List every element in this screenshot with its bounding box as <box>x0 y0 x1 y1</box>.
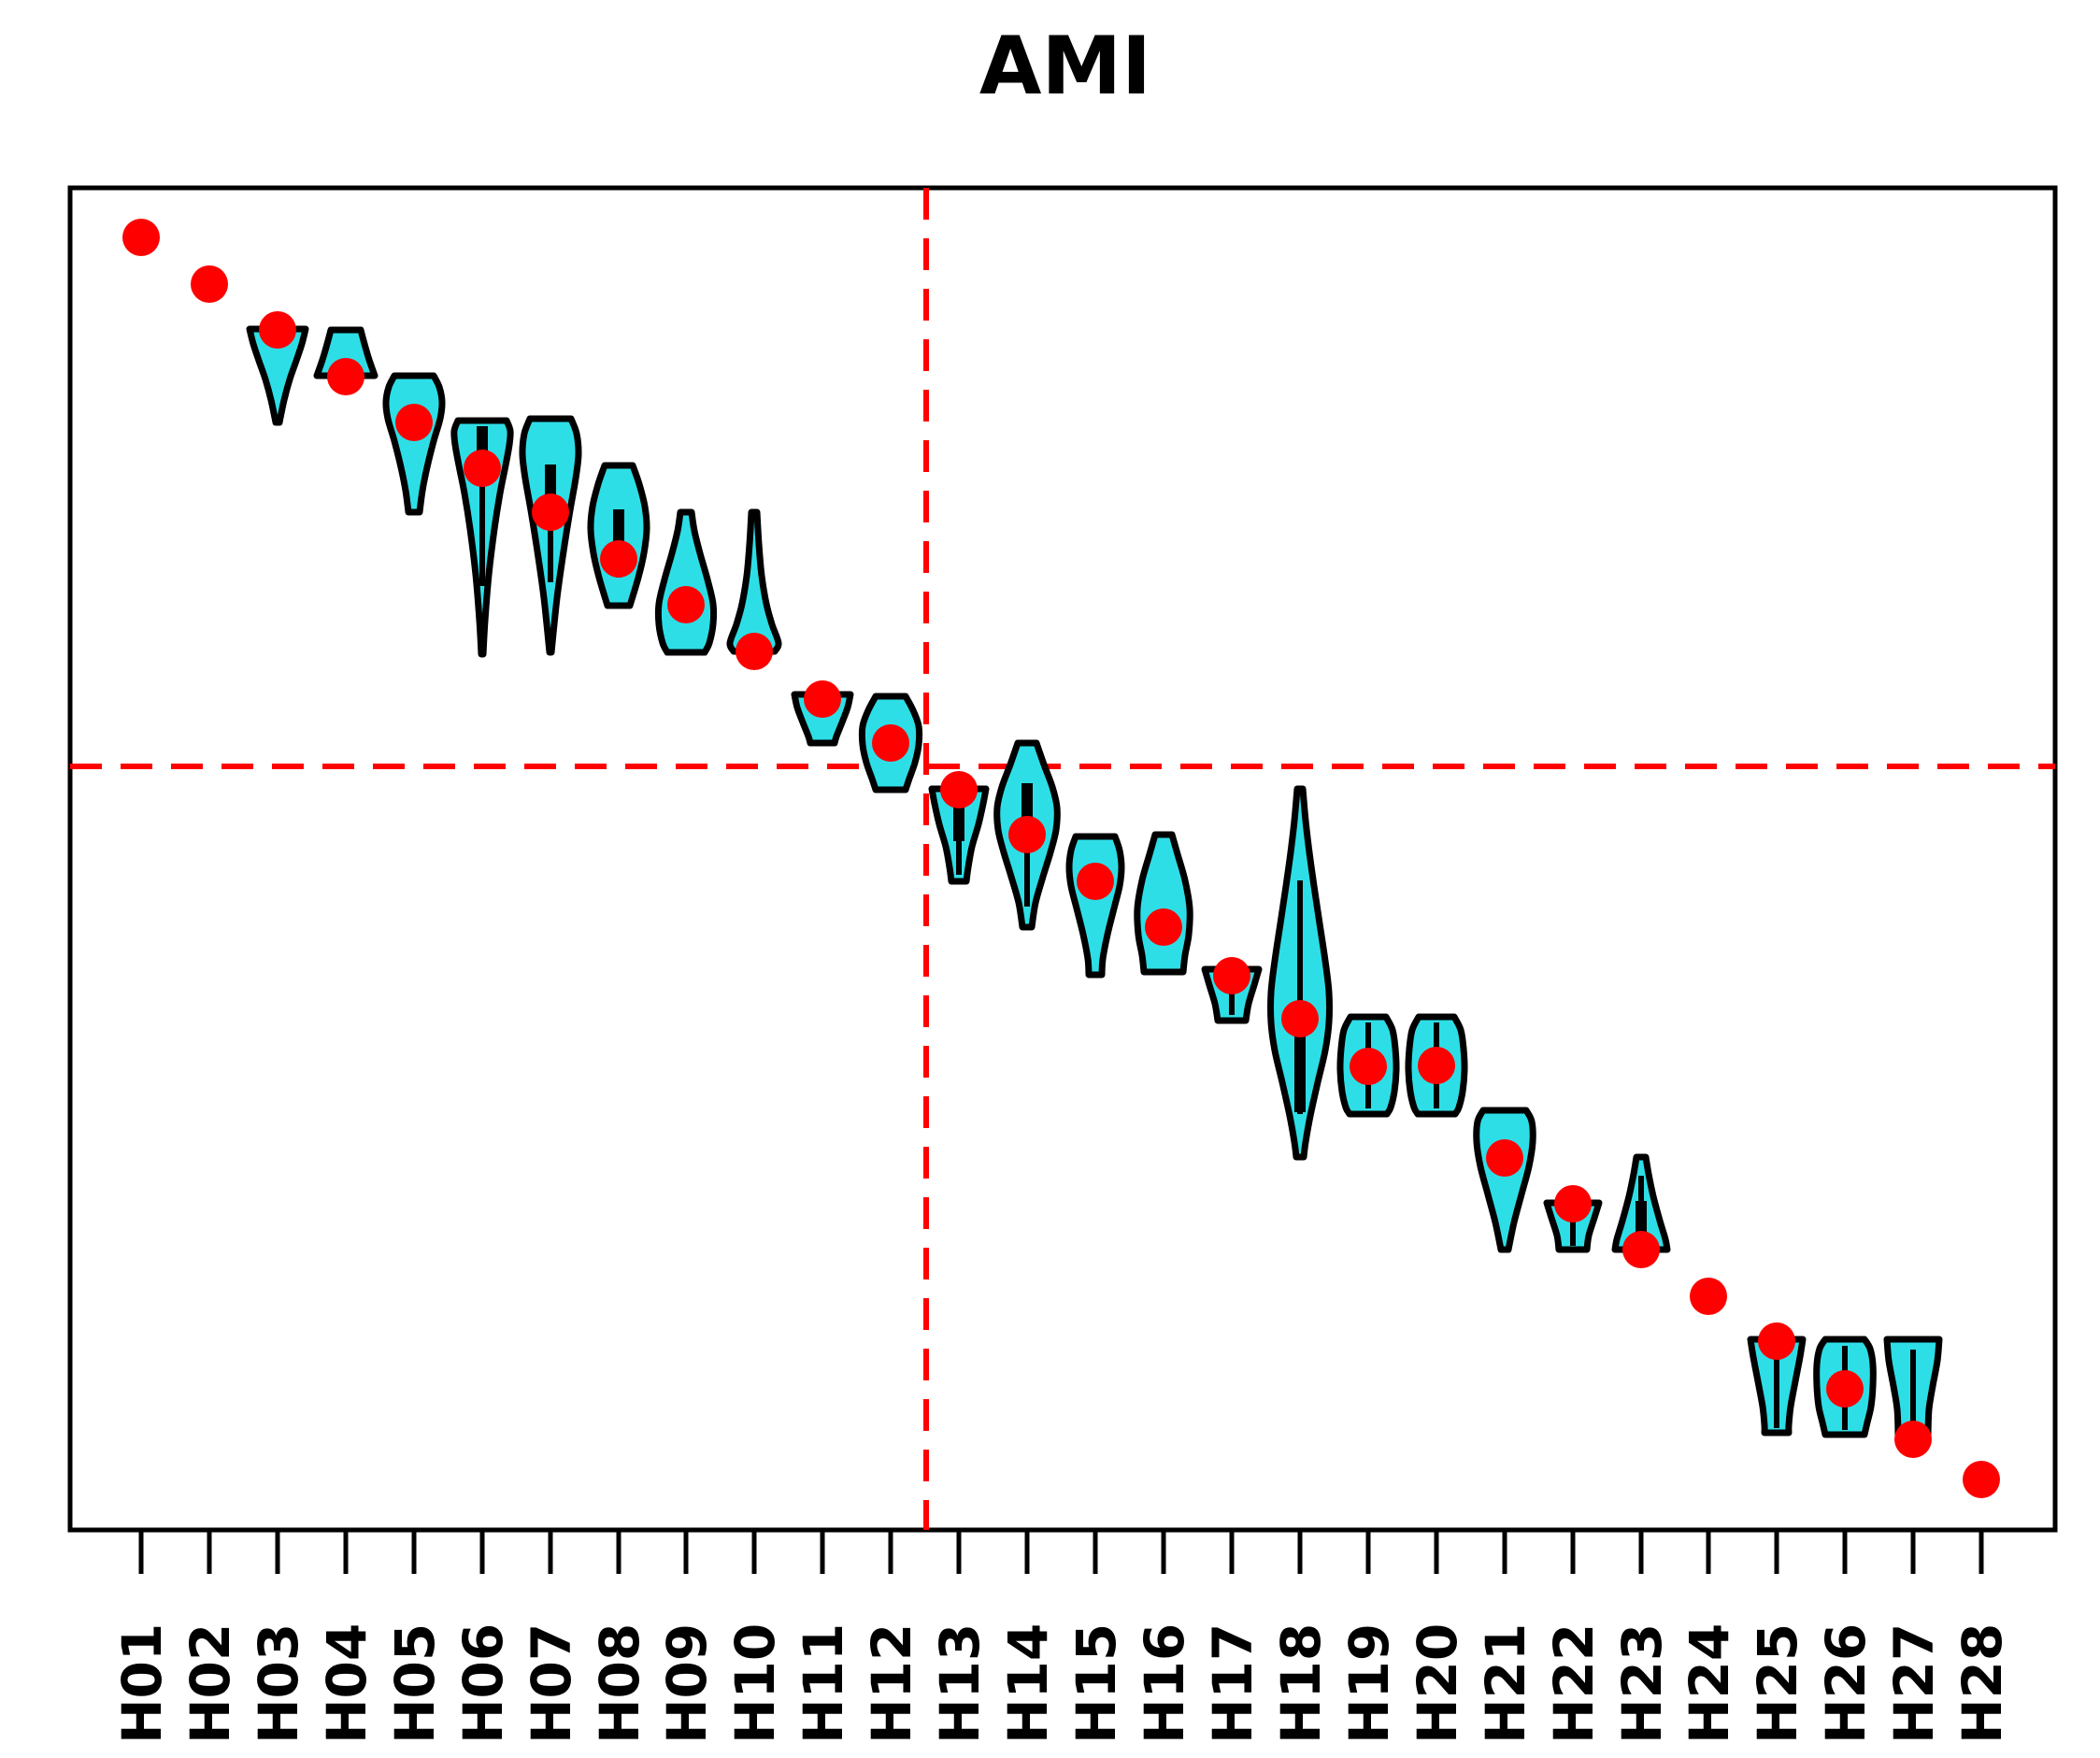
x-label-H24: H24 <box>1678 1623 1741 1744</box>
x-label-H17: H17 <box>1201 1623 1264 1744</box>
chart-title: AMI <box>979 20 1151 113</box>
mean-dot-H09 <box>667 586 705 623</box>
x-label-H18: H18 <box>1269 1623 1333 1744</box>
violin-H09 <box>654 508 718 656</box>
mean-dot-H14 <box>1008 816 1046 853</box>
x-label-H22: H22 <box>1542 1623 1606 1744</box>
mean-dot-H18 <box>1281 1000 1319 1037</box>
x-label-H23: H23 <box>1610 1623 1674 1744</box>
violin-H21 <box>1473 1107 1536 1253</box>
x-label-H08: H08 <box>588 1623 651 1744</box>
x-label-H21: H21 <box>1474 1623 1537 1744</box>
mean-dot-H01 <box>122 219 160 256</box>
violin-H05 <box>382 372 446 516</box>
mean-dot-H26 <box>1826 1370 1864 1408</box>
x-label-H14: H14 <box>996 1623 1060 1744</box>
x-label-H07: H07 <box>520 1623 583 1744</box>
mean-dot-H16 <box>1145 908 1182 946</box>
mean-dot-H22 <box>1554 1185 1592 1222</box>
x-label-H12: H12 <box>860 1623 923 1744</box>
x-label-H27: H27 <box>1882 1623 1946 1744</box>
mean-dot-H28 <box>1963 1461 2000 1498</box>
x-label-H15: H15 <box>1064 1623 1128 1744</box>
violin-H16 <box>1134 831 1193 976</box>
x-label-H11: H11 <box>792 1623 855 1744</box>
x-label-H03: H03 <box>247 1623 310 1744</box>
mean-dot-H02 <box>191 265 228 303</box>
mean-dot-H15 <box>1077 863 1114 900</box>
mean-dot-H20 <box>1418 1047 1455 1084</box>
violin-H03 <box>246 325 309 426</box>
mean-dot-H03 <box>259 311 296 349</box>
mean-dot-H13 <box>940 771 978 808</box>
x-label-H09: H09 <box>655 1623 719 1744</box>
plot-border <box>67 185 2058 1533</box>
x-label-H16: H16 <box>1133 1623 1196 1744</box>
x-label-H26: H26 <box>1814 1623 1878 1744</box>
mean-dot-H05 <box>395 404 433 441</box>
x-label-H04: H04 <box>315 1623 379 1744</box>
mean-dot-H17 <box>1213 957 1250 994</box>
mean-dot-H08 <box>600 540 637 578</box>
mean-dot-H19 <box>1350 1048 1387 1085</box>
mean-dot-H07 <box>532 493 569 531</box>
x-label-H20: H20 <box>1406 1623 1469 1744</box>
x-label-H05: H05 <box>383 1623 447 1744</box>
x-label-H10: H10 <box>723 1623 787 1744</box>
x-label-H02: H02 <box>179 1623 242 1744</box>
mean-dot-H06 <box>464 450 501 487</box>
mean-dot-H25 <box>1758 1322 1795 1360</box>
mean-dot-H27 <box>1894 1421 1932 1458</box>
x-label-H01: H01 <box>110 1623 174 1744</box>
x-label-H06: H06 <box>451 1623 515 1744</box>
mean-dot-H04 <box>327 358 364 395</box>
violin-H10 <box>726 508 782 655</box>
mean-dot-H21 <box>1486 1139 1523 1177</box>
x-label-H28: H28 <box>1950 1623 2014 1744</box>
x-label-H25: H25 <box>1746 1623 1809 1744</box>
mean-dot-H23 <box>1622 1231 1660 1268</box>
mean-dot-H10 <box>736 633 773 670</box>
mean-dot-H24 <box>1690 1278 1727 1315</box>
x-label-H13: H13 <box>928 1623 992 1744</box>
mean-dot-H11 <box>804 680 841 718</box>
violin-H04 <box>313 326 379 379</box>
violin-H15 <box>1065 833 1125 979</box>
mean-dot-H12 <box>872 724 909 762</box>
x-label-H19: H19 <box>1337 1623 1401 1744</box>
